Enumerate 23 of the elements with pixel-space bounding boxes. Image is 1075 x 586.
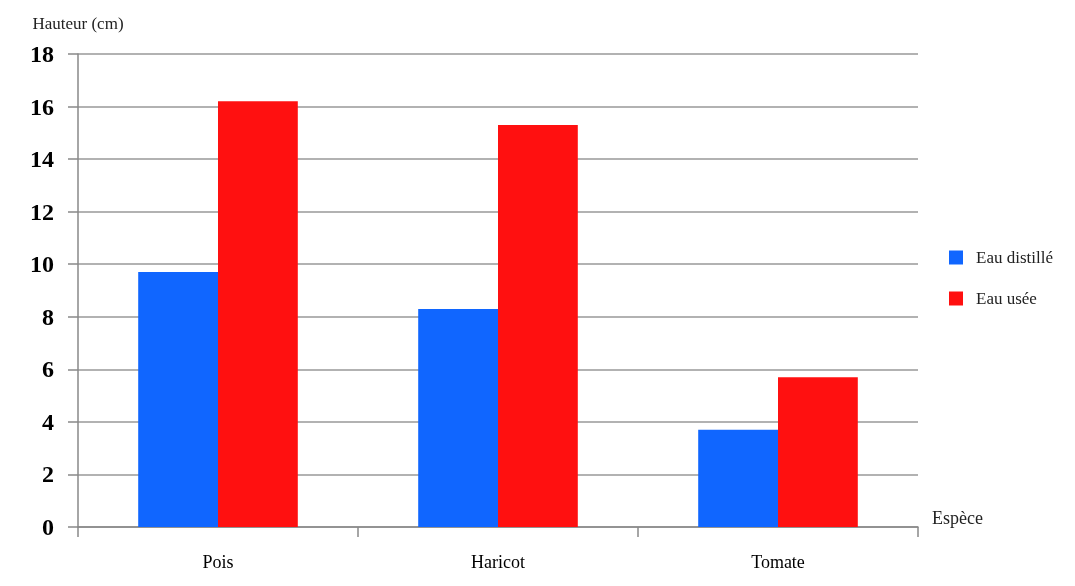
y-axis-title: Hauteur (cm) bbox=[32, 14, 124, 33]
x-tick-label: Haricot bbox=[471, 552, 525, 572]
bar bbox=[498, 124, 578, 527]
bar bbox=[698, 429, 778, 527]
y-tick-label: 2 bbox=[42, 461, 54, 488]
bar bbox=[418, 308, 498, 527]
y-tick-label: 10 bbox=[30, 251, 54, 278]
y-tick-label: 8 bbox=[42, 303, 54, 330]
x-tick-label: Pois bbox=[202, 552, 234, 572]
y-tick-label: 14 bbox=[30, 146, 54, 173]
y-tick-label: 0 bbox=[42, 514, 54, 540]
legend-label: Eau distillé bbox=[976, 248, 1053, 267]
bar bbox=[778, 377, 858, 527]
legend-label: Eau usée bbox=[976, 289, 1037, 308]
bar bbox=[218, 101, 298, 527]
y-tick-label: 18 bbox=[30, 41, 54, 67]
y-tick-label: 16 bbox=[30, 93, 54, 120]
y-tick-label: 4 bbox=[42, 408, 54, 435]
x-tick-label: Tomate bbox=[751, 552, 805, 572]
x-axis-title: Espèce bbox=[932, 508, 983, 528]
y-tick-label: 12 bbox=[30, 198, 54, 225]
y-tick-label: 6 bbox=[42, 356, 54, 383]
bar bbox=[138, 272, 218, 527]
